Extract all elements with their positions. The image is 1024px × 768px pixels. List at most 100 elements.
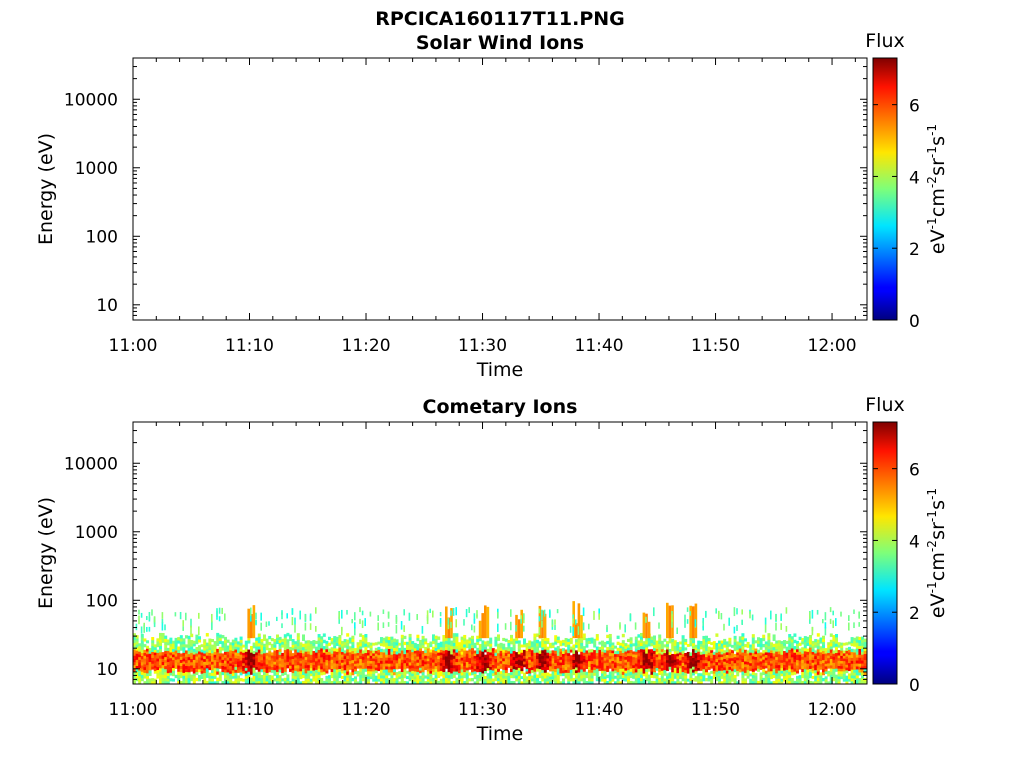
heat-cell bbox=[749, 652, 753, 656]
heat-cell bbox=[226, 651, 230, 655]
heat-cell bbox=[741, 652, 745, 656]
heat-cell bbox=[185, 653, 188, 657]
heat-cell bbox=[632, 681, 636, 685]
heat-cell bbox=[182, 652, 186, 656]
heat-cell bbox=[198, 669, 201, 673]
heat-cell bbox=[676, 644, 680, 648]
heat-cell bbox=[265, 658, 269, 662]
heat-cell bbox=[546, 678, 550, 682]
heat-cell bbox=[850, 660, 854, 664]
heat-cell bbox=[486, 678, 490, 682]
heat-cell bbox=[559, 667, 563, 671]
heat-cell bbox=[848, 665, 851, 669]
heat-cell bbox=[835, 665, 838, 669]
heat-cell bbox=[536, 658, 539, 663]
heat-cell bbox=[806, 660, 810, 664]
heat-cell bbox=[307, 670, 311, 674]
heat-cell bbox=[403, 659, 407, 664]
heat-cell bbox=[281, 661, 285, 665]
heat-cell bbox=[296, 674, 300, 678]
heat-cell bbox=[361, 665, 365, 670]
heat-cell bbox=[681, 647, 685, 651]
heat-cell bbox=[551, 660, 555, 664]
heat-cell bbox=[723, 638, 727, 643]
heat-cell bbox=[221, 680, 225, 685]
heat-cell bbox=[307, 659, 311, 663]
heat-cell bbox=[705, 662, 708, 667]
heat-cell bbox=[640, 661, 643, 666]
heat-cell bbox=[452, 664, 456, 669]
heat-cell bbox=[283, 643, 287, 647]
heat-cell bbox=[580, 675, 584, 679]
heat-cell bbox=[211, 667, 214, 671]
heat-cell bbox=[551, 671, 555, 674]
unit-exponent: -1 bbox=[925, 488, 939, 500]
heat-cell bbox=[627, 675, 630, 679]
heat-cell bbox=[270, 652, 274, 656]
heat-cell bbox=[829, 646, 833, 650]
heat-cell bbox=[671, 641, 675, 646]
heat-cell bbox=[328, 642, 331, 646]
heat-cell bbox=[621, 668, 625, 672]
heat-cell bbox=[416, 653, 420, 657]
heat-cell bbox=[491, 672, 495, 677]
heat-cell bbox=[611, 652, 615, 656]
heat-cell bbox=[777, 664, 781, 668]
heat-cell bbox=[835, 640, 838, 644]
heat-cell bbox=[494, 652, 498, 656]
heat-cell bbox=[426, 642, 430, 646]
heat-cell bbox=[507, 659, 511, 663]
heat-cell bbox=[330, 668, 334, 673]
heat-cell bbox=[270, 661, 274, 665]
heat-cell bbox=[780, 657, 784, 661]
heat-cell bbox=[855, 654, 859, 658]
heat-cell bbox=[447, 680, 451, 685]
heat-cell bbox=[148, 667, 152, 671]
heat-cell bbox=[541, 649, 545, 654]
heat-cell bbox=[224, 663, 227, 667]
heat-cell bbox=[133, 649, 136, 653]
heat-cell bbox=[354, 676, 357, 680]
heat-cell bbox=[133, 633, 136, 637]
heat-cell bbox=[195, 665, 199, 669]
heat-cell bbox=[320, 651, 324, 655]
heat-cell bbox=[182, 666, 186, 671]
heat-cell bbox=[559, 656, 563, 660]
heat-cell bbox=[575, 653, 578, 657]
heat-cell bbox=[627, 667, 630, 671]
heat-cell bbox=[705, 647, 708, 652]
heat-cell bbox=[140, 640, 144, 644]
heat-cell bbox=[601, 646, 604, 650]
heat-cell bbox=[762, 665, 766, 669]
heat-cell bbox=[655, 656, 659, 660]
heat-cell bbox=[530, 669, 534, 673]
heat-cell bbox=[309, 646, 313, 650]
heat-cell bbox=[676, 642, 680, 646]
heat-cell bbox=[842, 671, 846, 674]
heat-cell bbox=[741, 619, 743, 625]
heat-cell bbox=[645, 616, 647, 623]
heat-cell bbox=[195, 634, 199, 639]
heat-cell bbox=[567, 678, 571, 682]
x-tick-label: 12:00 bbox=[808, 700, 857, 720]
heat-cell bbox=[369, 671, 373, 674]
heat-cell bbox=[182, 646, 186, 651]
heat-cell bbox=[853, 640, 857, 644]
heat-cell bbox=[458, 670, 461, 674]
heat-cell bbox=[796, 670, 799, 674]
heat-cell bbox=[718, 681, 721, 685]
heat-cell bbox=[187, 638, 191, 643]
heat-cell bbox=[728, 617, 730, 626]
heat-cell bbox=[660, 667, 664, 671]
heat-cell bbox=[746, 672, 750, 676]
heat-cell bbox=[728, 681, 732, 685]
heat-cell bbox=[549, 653, 552, 656]
heat-cell bbox=[811, 662, 815, 666]
heat-cell bbox=[143, 655, 147, 659]
heat-cell bbox=[616, 668, 620, 673]
heat-cell bbox=[523, 644, 526, 648]
heat-cell bbox=[260, 665, 264, 670]
heat-cell bbox=[143, 652, 147, 656]
heat-cell bbox=[200, 649, 204, 653]
heat-cell bbox=[858, 678, 862, 682]
